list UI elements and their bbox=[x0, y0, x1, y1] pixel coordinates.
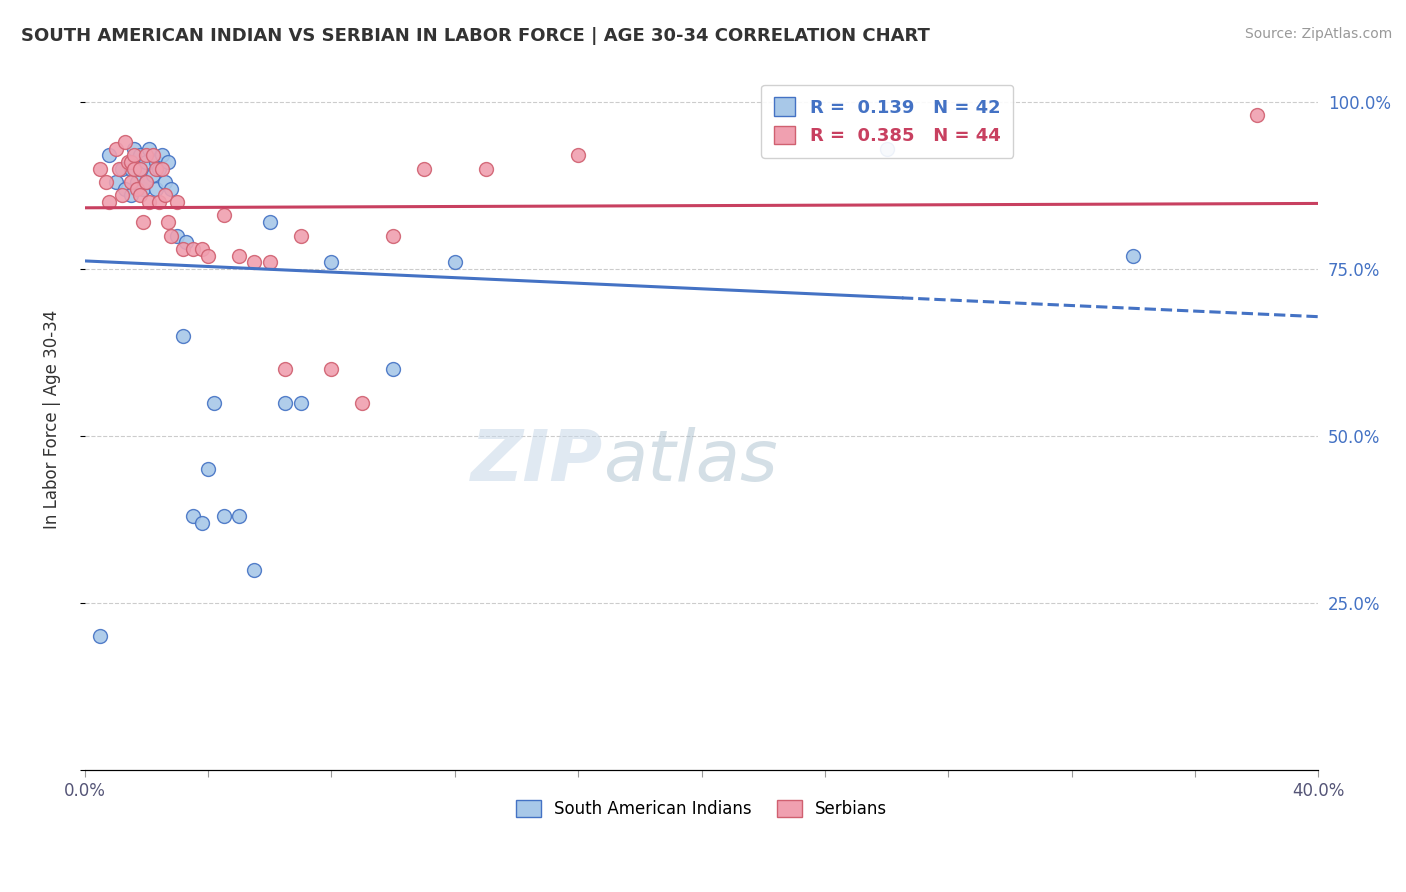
Point bbox=[129, 161, 152, 176]
Point bbox=[127, 182, 149, 196]
Point bbox=[98, 195, 121, 210]
Point bbox=[274, 362, 297, 376]
Point bbox=[156, 155, 179, 169]
Point bbox=[129, 148, 152, 162]
Point bbox=[197, 462, 219, 476]
Point bbox=[191, 516, 214, 530]
Point bbox=[259, 215, 281, 229]
Point bbox=[122, 148, 145, 162]
Point bbox=[145, 155, 167, 169]
Point bbox=[120, 155, 142, 169]
Point bbox=[243, 563, 266, 577]
Point bbox=[114, 135, 136, 149]
Y-axis label: In Labor Force | Age 30-34: In Labor Force | Age 30-34 bbox=[44, 310, 60, 529]
Point bbox=[160, 228, 183, 243]
Point bbox=[135, 155, 157, 169]
Text: ZIP: ZIP bbox=[471, 427, 603, 496]
Point bbox=[107, 161, 129, 176]
Point bbox=[120, 188, 142, 202]
Point bbox=[413, 161, 436, 176]
Point bbox=[321, 255, 343, 269]
Point bbox=[160, 182, 183, 196]
Point bbox=[166, 228, 188, 243]
Point bbox=[181, 509, 204, 524]
Text: atlas: atlas bbox=[603, 427, 778, 496]
Point bbox=[290, 228, 312, 243]
Point bbox=[138, 142, 160, 156]
Point bbox=[98, 148, 121, 162]
Point bbox=[876, 142, 898, 156]
Point bbox=[443, 255, 465, 269]
Point bbox=[150, 161, 173, 176]
Point bbox=[120, 161, 142, 176]
Point bbox=[290, 395, 312, 409]
Point bbox=[202, 395, 225, 409]
Point bbox=[172, 328, 194, 343]
Point bbox=[191, 242, 214, 256]
Point bbox=[111, 188, 134, 202]
Point bbox=[111, 161, 134, 176]
Point bbox=[148, 161, 170, 176]
Text: Source: ZipAtlas.com: Source: ZipAtlas.com bbox=[1244, 27, 1392, 41]
Point bbox=[166, 195, 188, 210]
Point bbox=[382, 362, 405, 376]
Point bbox=[474, 161, 496, 176]
Point bbox=[104, 175, 127, 189]
Point bbox=[352, 395, 374, 409]
Point bbox=[1122, 249, 1144, 263]
Point bbox=[135, 175, 157, 189]
Point bbox=[274, 395, 297, 409]
Point bbox=[567, 148, 589, 162]
Point bbox=[212, 509, 235, 524]
Point bbox=[89, 629, 111, 643]
Point bbox=[142, 169, 165, 183]
Point bbox=[243, 255, 266, 269]
Point bbox=[148, 195, 170, 210]
Point bbox=[228, 509, 250, 524]
Point bbox=[122, 155, 145, 169]
Point bbox=[176, 235, 198, 250]
Point bbox=[382, 228, 405, 243]
Point bbox=[132, 182, 155, 196]
Point bbox=[153, 188, 176, 202]
Point bbox=[145, 182, 167, 196]
Point bbox=[181, 242, 204, 256]
Point bbox=[117, 155, 139, 169]
Legend: South American Indians, Serbians: South American Indians, Serbians bbox=[509, 793, 894, 825]
Point bbox=[145, 161, 167, 176]
Point bbox=[321, 362, 343, 376]
Point bbox=[172, 242, 194, 256]
Point bbox=[132, 215, 155, 229]
Text: SOUTH AMERICAN INDIAN VS SERBIAN IN LABOR FORCE | AGE 30-34 CORRELATION CHART: SOUTH AMERICAN INDIAN VS SERBIAN IN LABO… bbox=[21, 27, 929, 45]
Point bbox=[104, 142, 127, 156]
Point bbox=[138, 195, 160, 210]
Point bbox=[120, 175, 142, 189]
Point bbox=[135, 148, 157, 162]
Point bbox=[127, 175, 149, 189]
Point bbox=[153, 175, 176, 189]
Point bbox=[156, 215, 179, 229]
Point bbox=[122, 161, 145, 176]
Point bbox=[114, 182, 136, 196]
Point bbox=[259, 255, 281, 269]
Point bbox=[142, 148, 165, 162]
Point bbox=[135, 175, 157, 189]
Point bbox=[129, 188, 152, 202]
Point bbox=[129, 161, 152, 176]
Point bbox=[96, 175, 118, 189]
Point bbox=[1246, 108, 1268, 122]
Point bbox=[122, 142, 145, 156]
Point bbox=[150, 148, 173, 162]
Point bbox=[228, 249, 250, 263]
Point bbox=[89, 161, 111, 176]
Point bbox=[212, 209, 235, 223]
Point bbox=[197, 249, 219, 263]
